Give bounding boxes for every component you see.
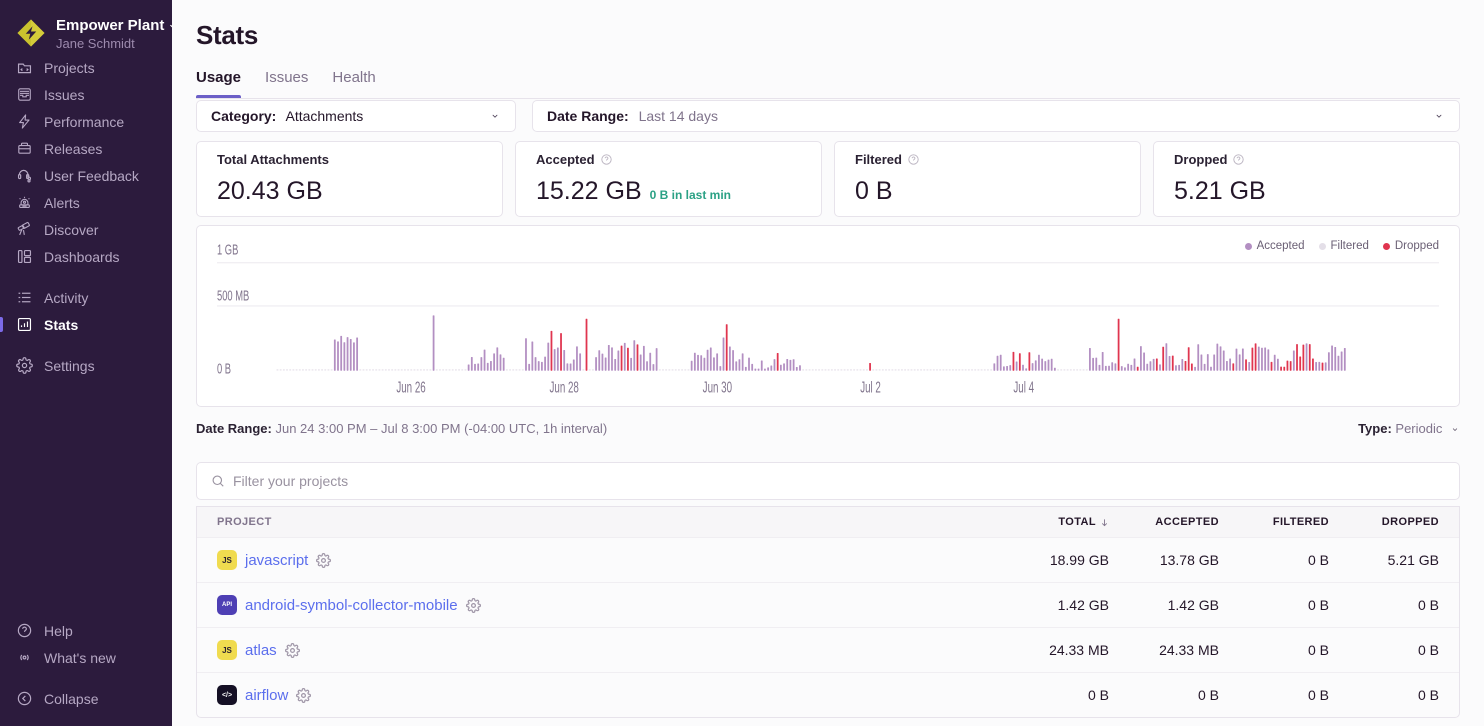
- svg-text:0 B: 0 B: [217, 360, 231, 377]
- svg-text:Jul 4: Jul 4: [1013, 378, 1034, 396]
- svg-text:Jun 28: Jun 28: [550, 378, 579, 396]
- svg-text:1 GB: 1 GB: [217, 241, 238, 258]
- svg-text:Jul 2: Jul 2: [860, 378, 881, 396]
- svg-text:Jun 26: Jun 26: [396, 378, 425, 396]
- svg-text:Jun 30: Jun 30: [703, 378, 732, 396]
- svg-text:500 MB: 500 MB: [217, 287, 249, 304]
